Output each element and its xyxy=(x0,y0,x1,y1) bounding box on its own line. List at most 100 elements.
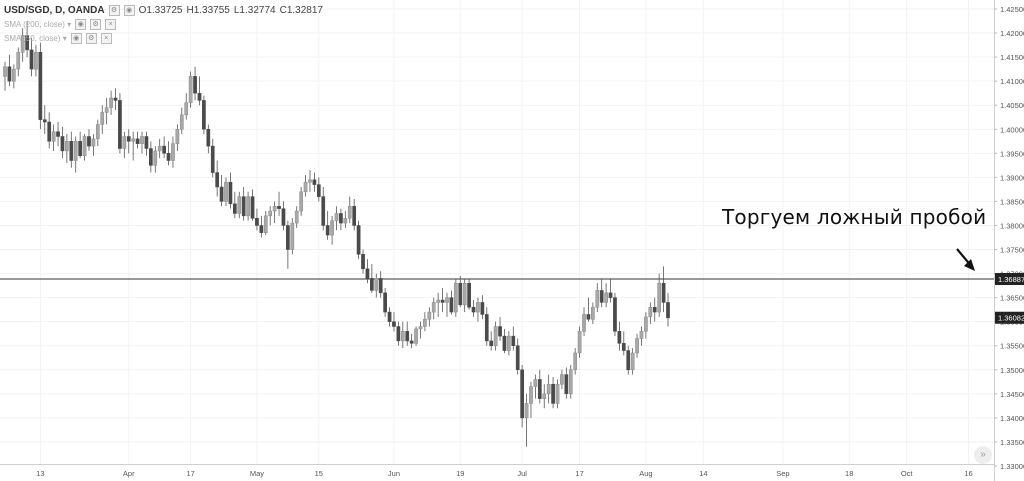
candle-body xyxy=(440,299,445,303)
symbol-label[interactable]: USD/SGD, D, OANDA xyxy=(4,4,105,16)
candle xyxy=(639,326,644,346)
candle xyxy=(122,131,127,159)
candle xyxy=(171,136,175,168)
candle-body xyxy=(149,148,153,166)
x-tick-label: 17 xyxy=(575,469,583,478)
eye-icon[interactable]: ◉ xyxy=(123,4,135,16)
candles-layer[interactable] xyxy=(3,21,670,447)
y-tick-label: 1.34500 xyxy=(1000,390,1024,399)
candle xyxy=(29,37,34,77)
x-tick-label: 19 xyxy=(456,469,464,478)
candle-body xyxy=(568,369,573,395)
eye-icon[interactable]: ◉ xyxy=(75,18,87,30)
candle-body xyxy=(480,302,485,315)
price-axis[interactable]: 1.42500 1.42000 1.41500 1.41000 1.40500 1.400… xyxy=(994,0,1024,481)
candle-body xyxy=(11,68,16,82)
time-axis[interactable]: 13 Apr 17 May 15 Jun 19 Jul 17 Aug 14 Sep 18 Oct 16 xyxy=(0,464,994,481)
candle xyxy=(648,302,653,325)
candle xyxy=(582,307,586,337)
candle-body xyxy=(666,302,670,319)
candle xyxy=(34,45,38,77)
candle-body xyxy=(453,282,458,313)
candle-body xyxy=(122,136,127,149)
candle-body xyxy=(511,335,516,346)
candle xyxy=(20,28,25,62)
candle-body xyxy=(308,179,312,183)
candle xyxy=(232,191,237,219)
candle xyxy=(334,206,339,231)
settings-icon[interactable]: ⚙ xyxy=(85,32,97,44)
candle-body xyxy=(635,338,639,354)
candle-body xyxy=(387,311,392,322)
candle-body xyxy=(515,345,520,371)
candle xyxy=(361,249,365,274)
candle-body xyxy=(104,107,109,113)
candle-body xyxy=(232,203,237,214)
double-chevron-right-icon[interactable]: » xyxy=(974,446,992,464)
candle xyxy=(38,42,43,130)
candle xyxy=(400,321,405,349)
candle xyxy=(520,364,524,428)
last-price-tag-bg xyxy=(995,311,1024,324)
candle-body xyxy=(458,282,463,306)
candle-body xyxy=(87,136,91,147)
close-icon[interactable]: × xyxy=(100,32,112,44)
candle xyxy=(78,131,82,159)
candle-body xyxy=(219,186,224,202)
candle-body xyxy=(555,383,560,404)
candle xyxy=(3,61,7,91)
candle xyxy=(157,138,162,159)
y-tick-label: 1.39000 xyxy=(1000,173,1024,182)
candle-body xyxy=(268,210,273,217)
candle xyxy=(352,199,357,231)
x-tick-label: 16 xyxy=(964,469,972,478)
close-icon[interactable]: × xyxy=(105,18,117,30)
candle xyxy=(215,160,220,197)
candle xyxy=(286,220,290,269)
y-tick-label: 1.39500 xyxy=(1000,149,1024,158)
candle-body xyxy=(374,278,379,291)
candle-body xyxy=(34,52,38,70)
candle-body xyxy=(524,403,529,419)
candle xyxy=(370,263,374,293)
low-value: L1.32774 xyxy=(233,4,276,16)
candle-body xyxy=(546,383,551,395)
candle-body xyxy=(431,302,436,313)
candle-body xyxy=(140,136,144,144)
candle-body xyxy=(564,374,569,395)
candle xyxy=(126,129,131,154)
candle xyxy=(652,297,657,322)
candle xyxy=(418,321,423,339)
candle-body xyxy=(621,343,626,351)
candle xyxy=(268,206,273,226)
candle xyxy=(228,172,233,209)
candle xyxy=(277,191,281,216)
close-value: C1.32817 xyxy=(279,4,323,16)
candle xyxy=(113,88,118,111)
last-price-tag-label: 1.36082 xyxy=(998,314,1024,323)
candle-body xyxy=(3,66,7,77)
eye-icon[interactable]: ◉ xyxy=(70,32,82,44)
candle-body xyxy=(427,311,432,320)
candle-body xyxy=(577,331,582,354)
candle-body xyxy=(193,76,197,94)
x-tick-label: 17 xyxy=(186,469,194,478)
candle-body xyxy=(126,136,131,142)
candle xyxy=(489,331,494,351)
settings-icon[interactable]: ⚙ xyxy=(90,18,102,30)
settings-icon[interactable]: ⚙ xyxy=(108,4,120,16)
study-sma-200[interactable]: SMA (200, close) ▾ xyxy=(4,19,72,29)
candle-body xyxy=(489,340,494,346)
study-sma-50[interactable]: SMA (50, close) ▾ xyxy=(4,33,67,43)
candle-body xyxy=(29,49,34,70)
candle-body xyxy=(241,196,246,217)
candle xyxy=(255,208,259,231)
candle-body xyxy=(467,282,471,308)
candle xyxy=(374,273,379,298)
candle-body xyxy=(613,297,617,332)
candle xyxy=(511,326,516,351)
candle xyxy=(577,326,582,358)
candle-body xyxy=(462,282,467,306)
candle-body xyxy=(38,52,43,120)
